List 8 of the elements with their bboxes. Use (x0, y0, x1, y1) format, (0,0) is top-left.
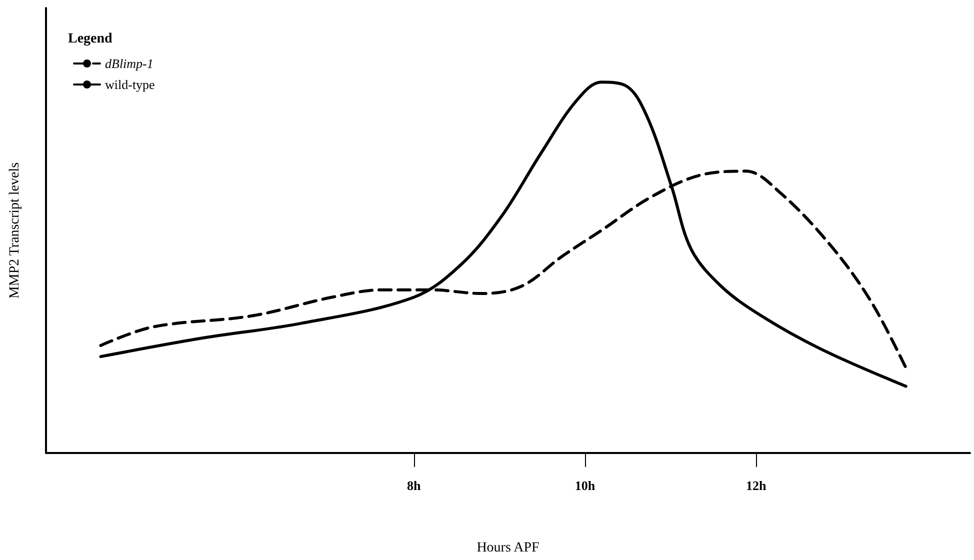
x-tick-label: 8h (407, 478, 422, 493)
legend-label: dBlimp-1 (105, 56, 154, 71)
legend-label: wild-type (105, 77, 156, 92)
legend-title: Legend (68, 32, 113, 46)
y-axis-title: MMP2 Transcript levels (8, 162, 22, 299)
x-tick-label: 12h (746, 478, 767, 493)
x-axis-title: Hours APF (476, 540, 540, 556)
x-tick-label: 10h (574, 478, 596, 493)
